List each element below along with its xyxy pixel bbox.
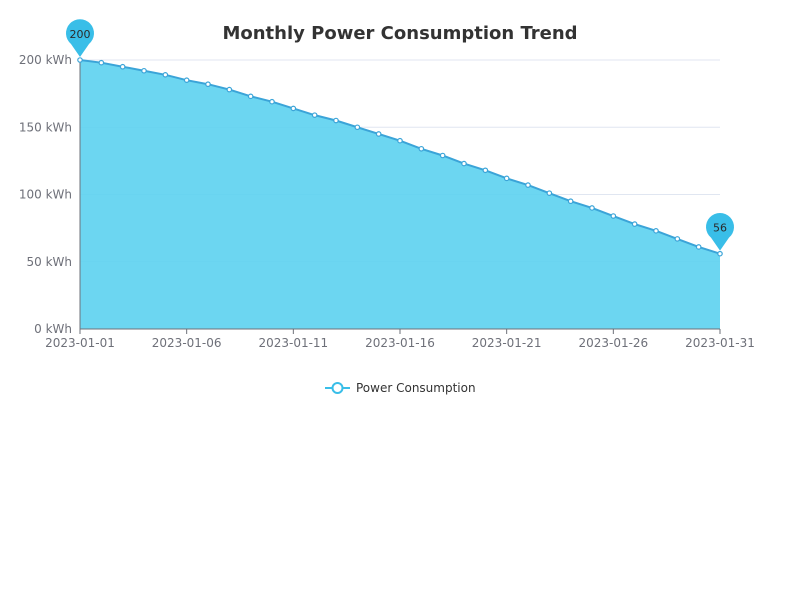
chart-title: Monthly Power Consumption Trend (222, 23, 577, 44)
data-point (375, 131, 382, 137)
x-tick-label: 2023-01-21 (472, 336, 542, 350)
x-tick-label: 2023-01-26 (578, 336, 648, 350)
marker-pin-max (66, 19, 94, 57)
data-point (525, 182, 531, 188)
marker-pins: 200 56 (66, 19, 735, 251)
y-tick-label: 150 kWh (19, 120, 72, 134)
data-point (269, 98, 275, 105)
data-point (717, 250, 723, 257)
data-point (290, 105, 297, 112)
data-point (247, 93, 254, 100)
data-point (674, 236, 681, 242)
marker-pin-min (706, 212, 735, 251)
data-point (589, 205, 595, 211)
x-tick-label: 2023-01-31 (685, 336, 755, 350)
data-point (610, 213, 617, 219)
data-point (183, 77, 190, 83)
marker-label-max: 200 (70, 28, 91, 41)
data-point (98, 59, 105, 66)
x-tick-label: 2023-01-06 (152, 336, 222, 350)
data-point (205, 81, 211, 88)
data-points (77, 57, 723, 257)
data-point (653, 228, 659, 234)
data-point (77, 57, 83, 63)
y-tick-label: 0 kWh (34, 322, 72, 336)
data-point (631, 221, 638, 227)
data-point (546, 190, 553, 196)
legend-label: Power Consumption (356, 381, 476, 395)
data-point (503, 175, 510, 182)
data-point (461, 160, 467, 167)
data-point (226, 86, 233, 93)
series-area (80, 60, 720, 329)
data-point (311, 112, 318, 118)
legend[interactable]: Power Consumption (325, 381, 476, 395)
data-point (397, 137, 403, 144)
y-tick-label: 100 kWh (19, 188, 72, 202)
marker-label-min: 56 (713, 222, 727, 235)
data-point (482, 167, 489, 174)
data-point (333, 117, 339, 124)
data-point (695, 244, 702, 250)
legend-symbol-icon (331, 382, 344, 394)
x-tick-label: 2023-01-01 (45, 336, 115, 350)
data-point (141, 67, 147, 74)
data-point (162, 71, 169, 78)
data-point (439, 152, 446, 159)
y-tick-label: 50 kWh (26, 255, 72, 269)
x-tick-label: 2023-01-16 (365, 336, 435, 350)
data-point (354, 124, 361, 131)
y-tick-label: 200 kWh (19, 53, 72, 67)
data-point (119, 63, 126, 70)
x-tick-label: 2023-01-11 (258, 336, 328, 350)
axes: 0 kWh 50 kWh 100 kWh 150 kWh 200 kWh 2023-01-… (19, 53, 755, 350)
data-point (418, 145, 425, 152)
data-point (567, 198, 574, 205)
